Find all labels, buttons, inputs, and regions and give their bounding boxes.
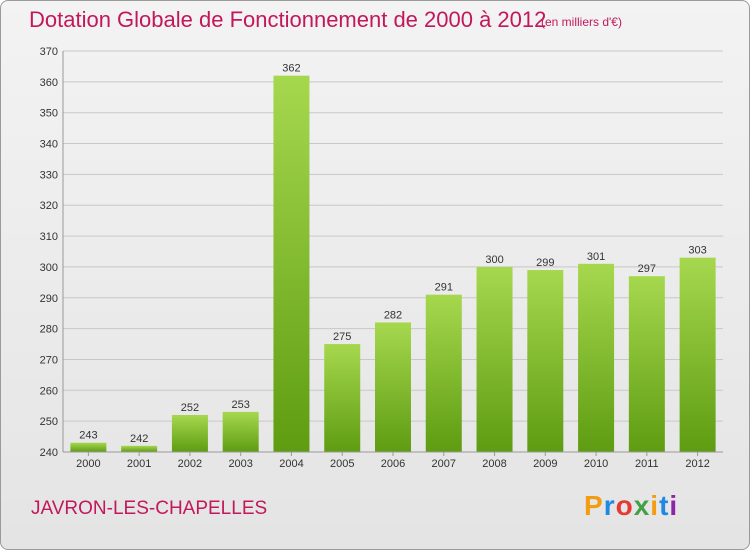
data-label-2006: 282 [384,309,402,321]
data-label-2011: 297 [638,263,656,275]
y-tick-label: 310 [40,231,58,243]
bar-2006 [375,322,411,452]
y-tick-label: 360 [40,77,58,89]
chart-subtitle: (en milliers d'€) [541,15,622,29]
bar-2010 [578,263,615,452]
logo-letter: P [584,490,604,521]
bar-2000 [70,442,107,452]
data-label-2004: 362 [282,63,300,75]
data-label-2005: 275 [333,331,351,343]
x-tick-label-2006: 2006 [381,458,405,470]
y-tick-label: 240 [40,447,58,459]
data-label-2007: 291 [435,282,453,294]
y-tick-label: 320 [40,200,58,212]
bar-2011 [628,276,665,452]
bar-2003 [222,411,259,452]
logo-letter: x [633,490,651,521]
bar-2012 [679,257,716,452]
commune-name: JAVRON-LES-CHAPELLES [31,498,268,519]
x-tick-label-2001: 2001 [127,458,151,470]
x-tick-label-2002: 2002 [178,458,202,470]
bar-2002 [171,414,208,452]
x-tick-label-2012: 2012 [685,458,709,470]
data-label-2001: 242 [130,433,148,445]
data-label-2000: 243 [79,430,97,442]
x-tick-label-2008: 2008 [482,458,506,470]
data-label-2003: 253 [232,399,250,411]
x-tick-label-2010: 2010 [584,458,608,470]
y-tick-label: 260 [40,385,58,397]
x-tick-label-2005: 2005 [330,458,354,470]
x-tick-label-2007: 2007 [432,458,456,470]
bar-2009 [527,270,564,452]
x-tick-label-2004: 2004 [279,458,303,470]
y-tick-label: 290 [40,293,58,305]
bar-2008 [476,266,513,452]
y-tick-label: 300 [40,262,58,274]
data-label-2008: 300 [485,254,503,266]
y-tick-label: 370 [40,46,58,58]
x-tick-label-2003: 2003 [228,458,252,470]
x-tick-label-2000: 2000 [76,458,100,470]
y-tick-label: 340 [40,139,58,151]
logo-letter: o [615,490,634,521]
logo-letter: t [659,490,670,521]
y-tick-label: 270 [40,354,58,366]
data-label-2009: 299 [536,257,554,269]
y-tick-label: 330 [40,169,58,181]
bar-2004 [273,75,310,452]
logo-letter: r [603,490,616,521]
bar-2001 [121,445,158,452]
data-label-2010: 301 [587,251,605,263]
y-tick-label: 280 [40,324,58,336]
bar-chart: 240 250 260 270 280 290 300 310 320 330 340 350 360 3… [40,46,723,470]
chart-title: Dotation Globale de Fonctionnement de 20… [29,7,547,32]
data-label-2002: 252 [181,402,199,414]
logo-letter: i [669,490,679,521]
x-tick-label-2011: 2011 [635,458,659,470]
data-label-2012: 303 [688,245,706,257]
bar-2005 [324,344,361,452]
proxiti-logo[interactable]: Proxiti [584,490,678,522]
y-tick-label: 250 [40,416,58,428]
x-tick-label-2009: 2009 [533,458,557,470]
logo-letter: i [650,490,660,521]
bar-2007 [425,294,462,452]
y-tick-label: 350 [40,108,58,120]
